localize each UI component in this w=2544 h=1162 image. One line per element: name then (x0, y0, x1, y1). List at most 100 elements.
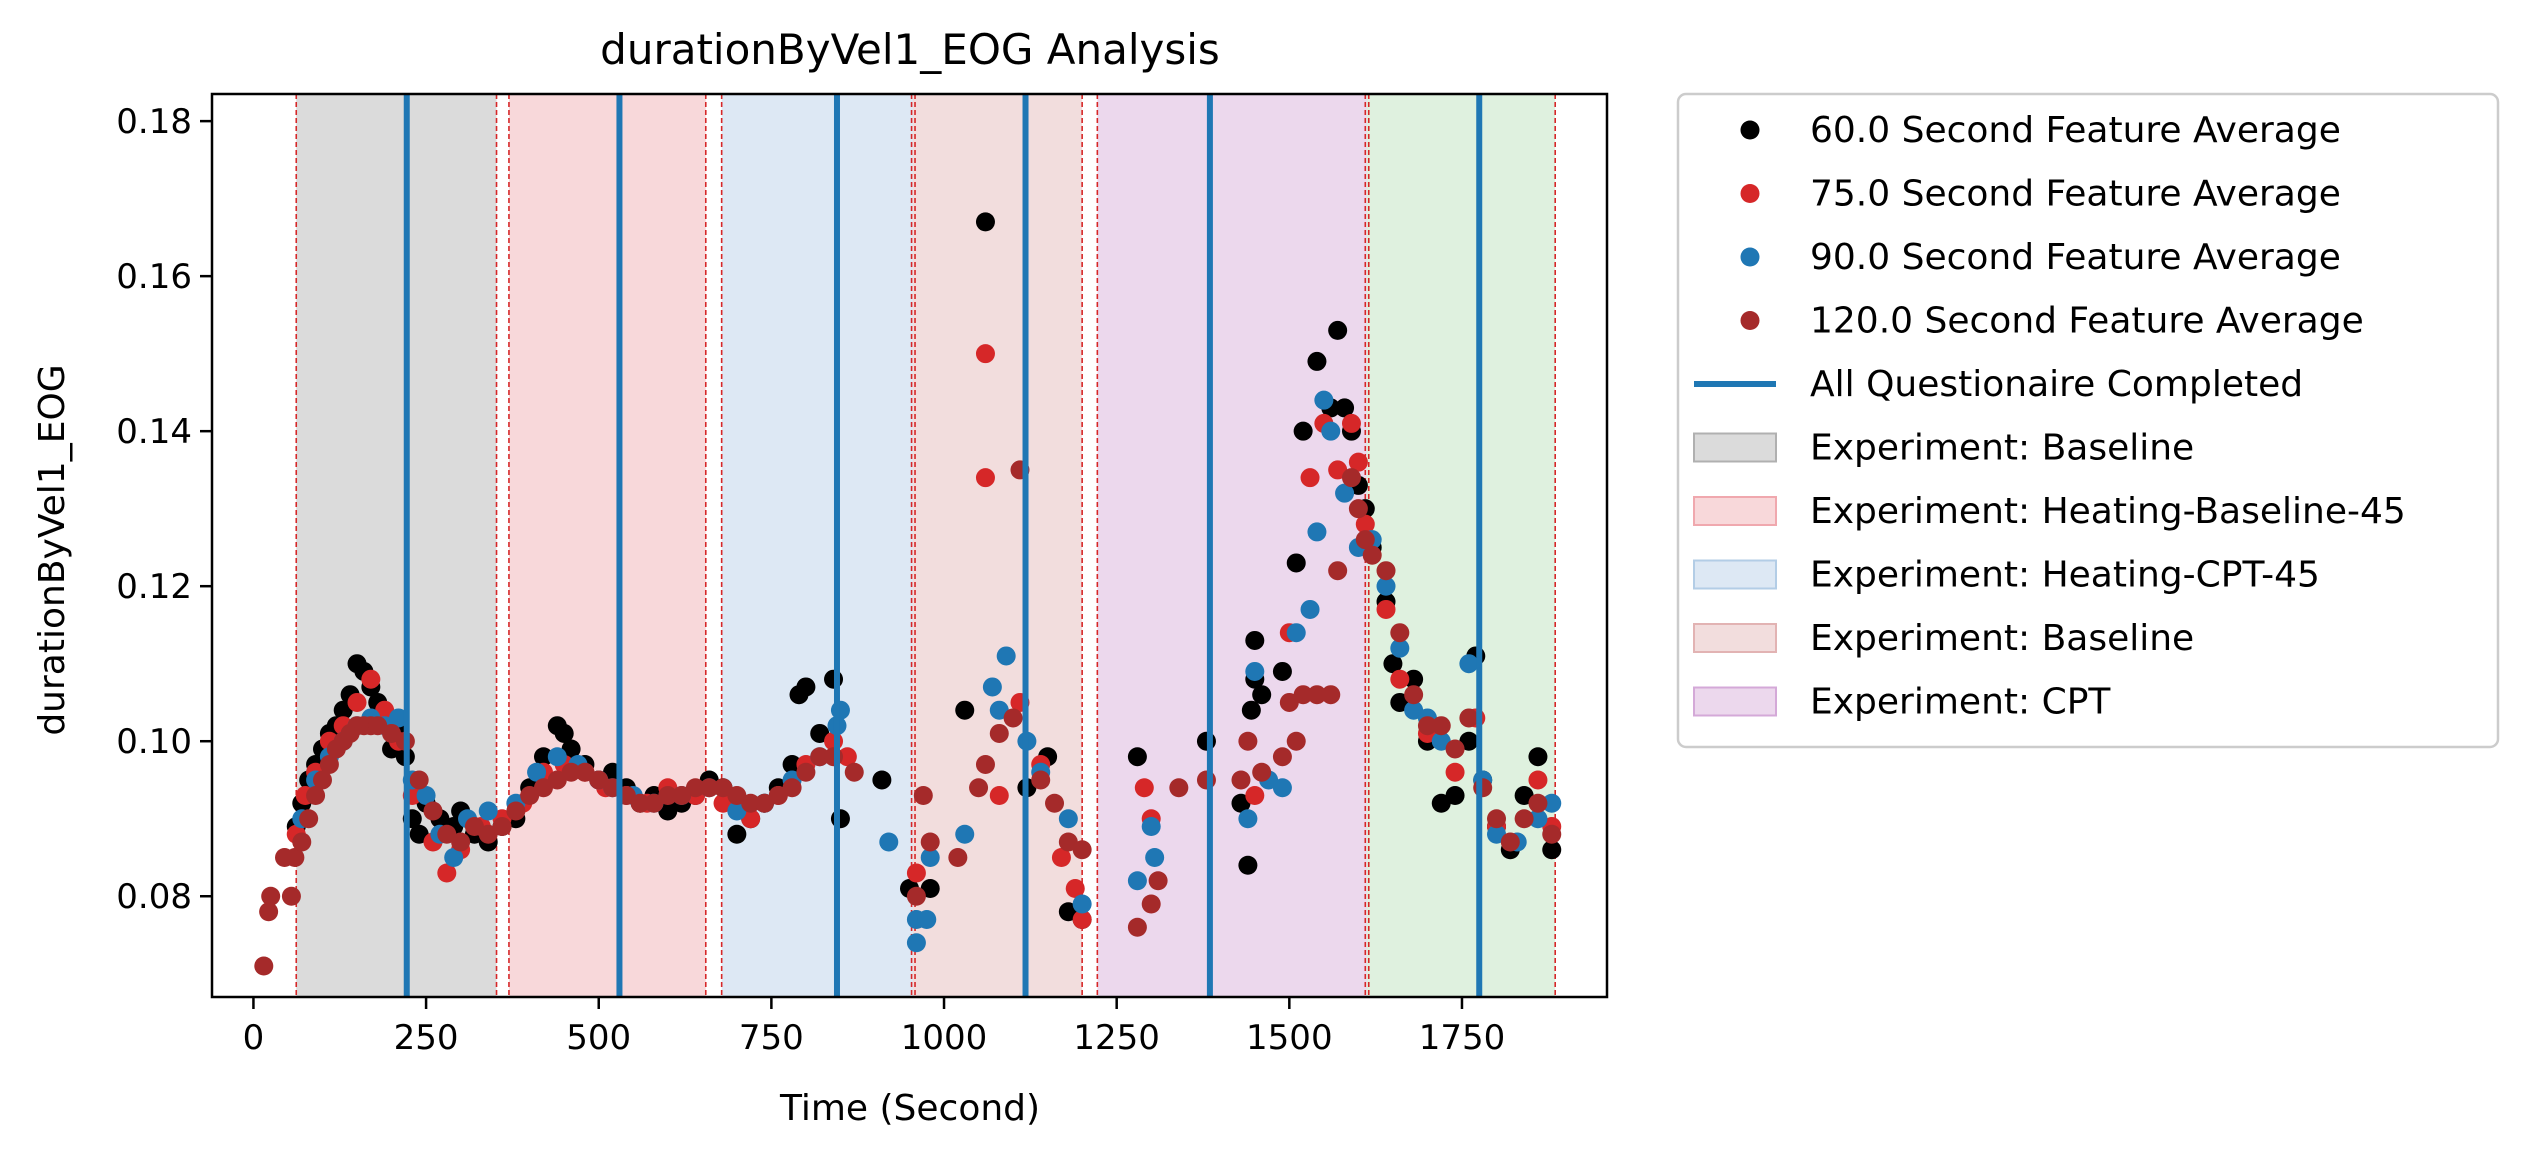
data-point (1404, 669, 1424, 689)
data-point (1279, 692, 1299, 712)
data-point (561, 762, 581, 782)
experiment-region (912, 94, 1083, 997)
data-point (1473, 778, 1493, 798)
legend-label: 90.0 Second Feature Average (1810, 237, 2341, 278)
data-point (955, 700, 975, 720)
data-point (713, 793, 733, 813)
data-point (741, 793, 761, 813)
data-point (975, 212, 995, 232)
experiment-region (721, 94, 913, 997)
data-point (1196, 731, 1216, 751)
x-tick-label: 1500 (1246, 1018, 1333, 1058)
data-point (1072, 840, 1092, 860)
data-point (1328, 561, 1348, 581)
data-point (1241, 700, 1261, 720)
data-point (1431, 731, 1451, 751)
data-point (782, 778, 802, 798)
data-point (1252, 762, 1272, 782)
data-point (554, 723, 574, 743)
data-point (906, 886, 926, 906)
data-point (444, 847, 464, 867)
data-point (409, 824, 429, 844)
legend-patch (1693, 623, 1777, 653)
data-point (796, 762, 816, 782)
data-point (754, 793, 774, 813)
data-point (1307, 685, 1327, 705)
data-point (306, 785, 326, 805)
data-point (1321, 685, 1341, 705)
data-point (1431, 716, 1451, 736)
data-point (1348, 499, 1368, 519)
data-point (727, 801, 747, 821)
data-point (1272, 778, 1292, 798)
data-point (1390, 669, 1410, 689)
data-point (989, 723, 1009, 743)
data-point (1390, 623, 1410, 643)
data-point (989, 700, 1009, 720)
data-point (1286, 623, 1306, 643)
axis-ticks: 0 250 500 750 1000 1250 1500 1750 0.08 0.10 0.12 0.… (116, 102, 1505, 1058)
data-point (1390, 638, 1410, 658)
data-point (1528, 770, 1548, 790)
y-tick-label: 0.14 (116, 412, 192, 452)
data-point (1528, 747, 1548, 767)
data-point (520, 785, 540, 805)
data-point (630, 793, 650, 813)
data-point (1058, 832, 1078, 852)
data-point (830, 700, 850, 720)
x-tick-label: 500 (566, 1018, 631, 1058)
experiment-regions (296, 94, 1556, 997)
data-point (768, 785, 788, 805)
legend-marker (1740, 247, 1760, 267)
legend-label: 120.0 Second Feature Average (1810, 301, 2364, 342)
data-point (906, 933, 926, 953)
legend-patch (1693, 686, 1777, 717)
data-point (1362, 545, 1382, 565)
data-point (920, 878, 940, 898)
data-point (713, 778, 733, 798)
data-point (1238, 809, 1258, 829)
data-point (1127, 747, 1147, 767)
data-point (261, 886, 281, 906)
x-tick-label: 750 (739, 1018, 804, 1058)
data-point (1058, 809, 1078, 829)
data-point (1286, 731, 1306, 751)
data-point (1335, 398, 1355, 418)
data-point (1314, 390, 1334, 410)
data-point (727, 824, 747, 844)
x-tick-label: 1250 (1073, 1018, 1160, 1058)
legend-label: 75.0 Second Feature Average (1810, 174, 2341, 215)
data-point (1376, 599, 1396, 619)
data-point (1348, 452, 1368, 472)
legend-patch (1693, 496, 1777, 526)
data-point (1445, 762, 1465, 782)
data-point (1245, 630, 1265, 650)
data-point (589, 770, 609, 790)
y-tick-label: 0.08 (116, 877, 192, 917)
data-point (810, 723, 830, 743)
data-point (1500, 832, 1520, 852)
data-point (1328, 460, 1348, 480)
data-point (333, 700, 353, 720)
data-point (451, 832, 471, 852)
y-tick-label: 0.10 (116, 722, 192, 762)
data-point (1148, 871, 1168, 891)
data-point (1383, 654, 1403, 674)
experiment-region (1097, 94, 1367, 997)
data-point (561, 739, 581, 759)
legend-patch (1693, 432, 1777, 463)
data-point (1459, 731, 1479, 751)
data-point (1335, 483, 1355, 503)
data-point (1272, 661, 1292, 681)
data-point (1300, 599, 1320, 619)
legend-label: All Questionaire Completed (1810, 364, 2303, 405)
x-tick-label: 250 (394, 1018, 459, 1058)
data-point (259, 902, 279, 922)
data-point (1293, 421, 1313, 441)
legend-patch (1693, 559, 1777, 590)
data-point (1300, 468, 1320, 488)
data-point (1431, 793, 1451, 813)
data-point (409, 770, 429, 790)
questionnaire-lines (403, 94, 1483, 997)
